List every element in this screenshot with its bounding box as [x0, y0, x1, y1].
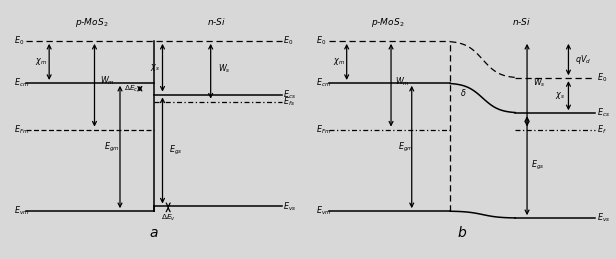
Text: $E_{cm}$: $E_{cm}$ [315, 77, 331, 89]
Text: b: b [458, 226, 466, 240]
Text: $W_s$: $W_s$ [532, 77, 545, 89]
Text: $E_{vs}$: $E_{vs}$ [283, 200, 296, 213]
Text: $E_0$: $E_0$ [283, 35, 293, 47]
Text: $\chi_s$: $\chi_s$ [150, 62, 160, 73]
Text: $E_{vm}$: $E_{vm}$ [14, 205, 29, 217]
Text: $E_{vm}$: $E_{vm}$ [315, 205, 331, 217]
Text: $\Delta E_v$: $\Delta E_v$ [161, 213, 176, 223]
Text: $p$-MoS$_2$: $p$-MoS$_2$ [75, 16, 108, 28]
Text: $E_{gm}$: $E_{gm}$ [398, 140, 414, 154]
Text: $\chi_m$: $\chi_m$ [333, 56, 346, 67]
Text: $W_m$: $W_m$ [395, 75, 410, 88]
Text: $E_{gm}$: $E_{gm}$ [103, 140, 120, 154]
Text: $E_{Fm}$: $E_{Fm}$ [14, 123, 29, 136]
Text: $E_{cs}$: $E_{cs}$ [283, 88, 296, 101]
Text: $\chi_m$: $\chi_m$ [34, 56, 47, 67]
Text: $E_{fs}$: $E_{fs}$ [283, 95, 295, 108]
Text: $E_{vs}$: $E_{vs}$ [596, 212, 610, 224]
Text: $p$-MoS$_2$: $p$-MoS$_2$ [371, 16, 405, 28]
Text: $\chi_s$: $\chi_s$ [554, 90, 564, 101]
Text: $E_{gs}$: $E_{gs}$ [531, 159, 544, 172]
Text: $E_{Fm}$: $E_{Fm}$ [315, 123, 331, 136]
Text: $W_m$: $W_m$ [100, 74, 115, 87]
Text: $E_0$: $E_0$ [315, 35, 326, 47]
Text: $E_{cm}$: $E_{cm}$ [14, 77, 29, 89]
Text: $n$-Si: $n$-Si [511, 16, 531, 27]
Text: $E_f$: $E_f$ [596, 123, 606, 136]
Text: $E_0$: $E_0$ [14, 35, 24, 47]
Text: $\delta$: $\delta$ [460, 87, 467, 98]
Text: a: a [150, 226, 158, 240]
Text: $W_s$: $W_s$ [219, 63, 231, 75]
Text: $qV_d$: $qV_d$ [575, 53, 591, 66]
Text: $n$-Si: $n$-Si [207, 16, 226, 27]
Text: $E_0$: $E_0$ [596, 72, 607, 84]
Text: $E_{gs}$: $E_{gs}$ [169, 144, 182, 157]
Text: $\Delta E_c$: $\Delta E_c$ [124, 84, 139, 94]
Text: $E_{cs}$: $E_{cs}$ [596, 107, 609, 119]
